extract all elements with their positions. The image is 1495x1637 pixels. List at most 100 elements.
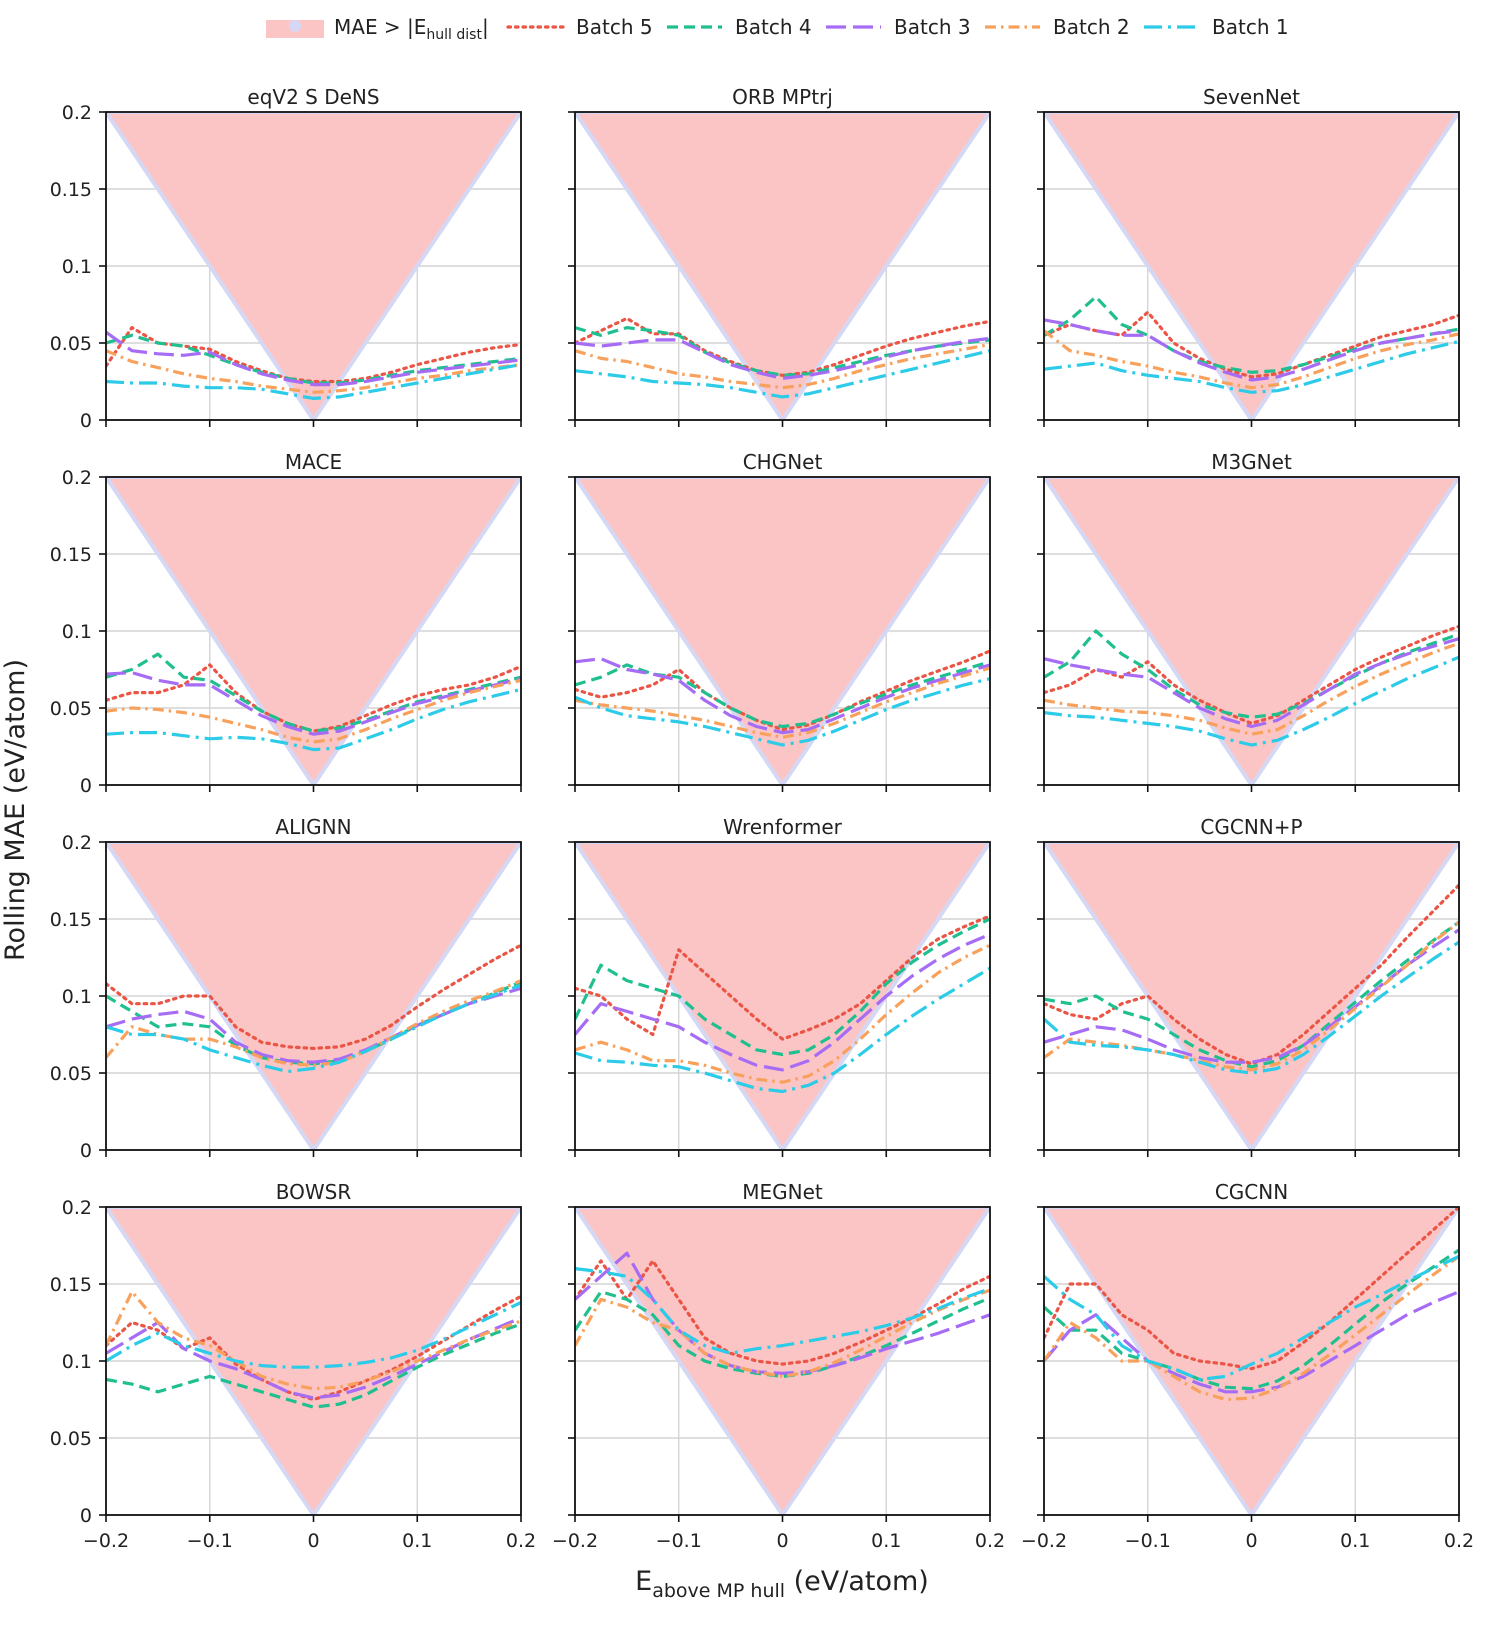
y-tick-label: 0.15 bbox=[50, 179, 92, 201]
legend-entry-batch-5: Batch 5 bbox=[506, 15, 653, 39]
panel-grid: 0 0.05 0.1 0.15 0.2 eqV2 S DeNS ORB MPtrj Seven… bbox=[50, 85, 1474, 1552]
panel-megnet: −0.2 −0.1 0 0.1 0.2 MEGNet bbox=[552, 1180, 1005, 1552]
y-tick-label: 0.1 bbox=[62, 1351, 92, 1373]
series-line-batch-2 bbox=[106, 979, 521, 1067]
x-tick-label: 0.1 bbox=[1340, 1530, 1370, 1552]
panel-alignn: 0 0.05 0.1 0.15 0.2 ALIGNN bbox=[50, 815, 522, 1162]
series-line-batch-2 bbox=[575, 342, 990, 390]
legend-label: Batch 2 bbox=[1053, 15, 1130, 39]
panel-title: CGCNN+P bbox=[1200, 815, 1302, 839]
panel-eqv2-s-dens: 0 0.05 0.1 0.15 0.2 eqV2 S DeNS bbox=[50, 85, 522, 432]
series-line-batch-1 bbox=[575, 966, 990, 1094]
series-line-batch-1 bbox=[1044, 339, 1459, 394]
series-line-batch-1 bbox=[1044, 940, 1459, 1075]
series-line-batch-2 bbox=[1044, 920, 1459, 1072]
panel-orb-mptrj: ORB MPtrj bbox=[568, 85, 991, 427]
panel-title: eqV2 S DeNS bbox=[247, 85, 379, 109]
series-line-batch-4 bbox=[1044, 629, 1459, 719]
panel-title: M3GNet bbox=[1211, 450, 1292, 474]
legend-entry-batch-1: Batch 1 bbox=[1144, 15, 1289, 39]
y-tick-label: 0 bbox=[80, 410, 92, 432]
shade-region bbox=[575, 477, 990, 785]
x-tick-label: 0.1 bbox=[871, 1530, 901, 1552]
series-line-batch-2 bbox=[1044, 329, 1459, 390]
y-tick-label: 0.2 bbox=[62, 832, 92, 854]
series-line-batch-1 bbox=[106, 983, 521, 1074]
series-line-batch-1 bbox=[106, 687, 521, 752]
x-tick-label: −0.1 bbox=[656, 1530, 702, 1552]
legend: MAE > |Ehull dist| Batch 5 Batch 4 Batch 3… bbox=[266, 15, 1289, 43]
series-line-batch-5 bbox=[1044, 310, 1459, 379]
y-tick-label: 0.05 bbox=[50, 698, 92, 720]
y-tick-label: 0 bbox=[80, 1505, 92, 1527]
series-line-batch-2 bbox=[575, 943, 990, 1084]
legend-label: Batch 5 bbox=[576, 15, 653, 39]
x-tick-label: 0.2 bbox=[1444, 1530, 1474, 1552]
y-tick-label: 0.2 bbox=[62, 102, 92, 124]
series-line-batch-4 bbox=[1044, 920, 1459, 1069]
panel-title: CHGNet bbox=[743, 450, 823, 474]
panel-mace: 0 0.05 0.1 0.15 0.2 MACE bbox=[50, 450, 522, 797]
panel-sevennet: SevenNet bbox=[1037, 85, 1460, 427]
series-line-batch-3 bbox=[1044, 1290, 1459, 1394]
series-line-batch-4 bbox=[106, 333, 521, 385]
x-tick-label: 0 bbox=[307, 1530, 319, 1552]
panel-cgcnn: −0.2 −0.1 0 0.1 0.2 CGCNN bbox=[1021, 1180, 1474, 1552]
panel-title: ALIGNN bbox=[275, 815, 351, 839]
shade-region bbox=[1044, 477, 1459, 785]
legend-entry-shade: MAE > |Ehull dist| bbox=[266, 15, 489, 43]
x-tick-label: −0.2 bbox=[83, 1530, 129, 1552]
y-tick-label: 0.05 bbox=[50, 1428, 92, 1450]
legend-label: Batch 3 bbox=[894, 15, 971, 39]
shade-region bbox=[1044, 112, 1459, 420]
panel-bowsr: 0 0.05 0.1 0.15 0.2 −0.2 −0.1 0 0.1 0.2 BOWSR bbox=[50, 1180, 536, 1552]
series-line-batch-1 bbox=[1044, 655, 1459, 747]
series-line-batch-4 bbox=[575, 1290, 990, 1378]
y-tick-label: 0 bbox=[80, 1140, 92, 1162]
y-tick-label: 0.15 bbox=[50, 544, 92, 566]
series-line-batch-2 bbox=[575, 666, 990, 739]
y-tick-label: 0.2 bbox=[62, 1197, 92, 1219]
shade-region bbox=[575, 112, 990, 420]
panel-m3gnet: M3GNet bbox=[1037, 450, 1460, 792]
series-line-batch-3 bbox=[1044, 637, 1459, 729]
x-tick-label: 0.2 bbox=[506, 1530, 536, 1552]
x-axis-title: Eabove MP hull (eV/atom) bbox=[635, 1566, 929, 1602]
series-line-batch-3 bbox=[575, 657, 990, 735]
series-line-batch-3 bbox=[106, 671, 521, 736]
series-line-batch-5 bbox=[1044, 1207, 1459, 1371]
y-tick-label: 0.05 bbox=[50, 333, 92, 355]
y-tick-label: 0.1 bbox=[62, 986, 92, 1008]
shade-region bbox=[575, 1207, 990, 1515]
series-line-batch-4 bbox=[106, 1322, 521, 1409]
y-tick-label: 0.2 bbox=[62, 467, 92, 489]
panel-title: MEGNet bbox=[742, 1180, 823, 1204]
series-line-batch-2 bbox=[106, 678, 521, 744]
legend-label: Batch 1 bbox=[1212, 15, 1289, 39]
x-tick-label: 0 bbox=[1245, 1530, 1257, 1552]
series-line-batch-3 bbox=[106, 986, 521, 1064]
series-line-batch-4 bbox=[575, 917, 990, 1057]
legend-entry-batch-4: Batch 4 bbox=[667, 15, 812, 39]
x-tick-label: −0.2 bbox=[1021, 1530, 1067, 1552]
panel-title: CGCNN bbox=[1215, 1180, 1288, 1204]
panel-wrenformer: Wrenformer bbox=[568, 815, 991, 1157]
panel-cgcnn-p: CGCNN+P bbox=[1037, 815, 1460, 1157]
legend-entry-batch-2: Batch 2 bbox=[985, 15, 1130, 39]
x-tick-label: −0.2 bbox=[552, 1530, 598, 1552]
series-line-batch-5 bbox=[575, 649, 990, 732]
series-line-batch-2 bbox=[1044, 1254, 1459, 1402]
y-axis-title: Rolling MAE (eV/atom) bbox=[0, 659, 31, 961]
legend-label: Batch 4 bbox=[735, 15, 812, 39]
series-line-batch-5 bbox=[575, 914, 990, 1041]
y-tick-label: 0.1 bbox=[62, 621, 92, 643]
series-line-batch-1 bbox=[106, 1301, 521, 1369]
y-tick-label: 0 bbox=[80, 775, 92, 797]
series-line-batch-2 bbox=[106, 1290, 521, 1391]
x-tick-label: 0.2 bbox=[975, 1530, 1005, 1552]
series-line-batch-3 bbox=[575, 1251, 990, 1375]
legend-entry-batch-3: Batch 3 bbox=[826, 15, 971, 39]
y-tick-label: 0.1 bbox=[62, 256, 92, 278]
y-tick-label: 0.15 bbox=[50, 1274, 92, 1296]
x-tick-label: −0.1 bbox=[1125, 1530, 1171, 1552]
